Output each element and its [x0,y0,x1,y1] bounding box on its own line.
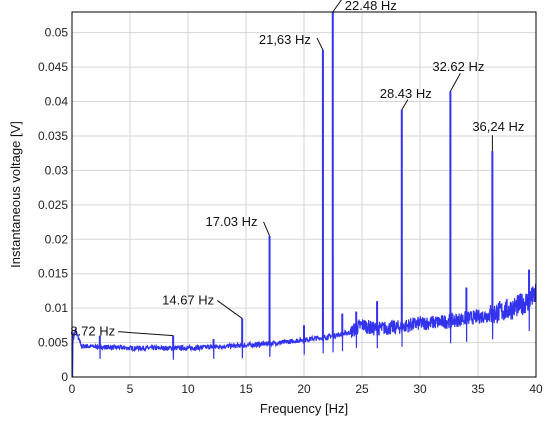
x-tick-label: 15 [239,382,253,396]
tick-layer: 0 5 10 15 20 25 30 35 40 0 0.005 0.01 0.015 0.02 0.025… [38,26,543,396]
peak-annotation: 22.48 Hz [345,0,397,13]
y-tick-label: 0.01 [45,301,69,315]
peak-annotation: 21,63 Hz [259,32,311,47]
annotation-leader [118,331,174,337]
y-tick-label: 0.025 [38,198,68,212]
y-axis-label: Instantaneous voltage [V] [8,121,23,268]
x-tick-label: 20 [297,382,311,396]
x-tick-label: 10 [181,382,195,396]
y-tick-label: 0.005 [38,336,68,350]
plot-frame [71,11,537,378]
x-tick-label: 0 [69,382,76,396]
y-tick-label: 0.04 [45,95,69,109]
peak-annotation: 32.62 Hz [432,59,484,74]
spectrum-line [71,11,537,378]
y-tick-label: 0.015 [38,267,68,281]
annotation-leader [449,72,461,92]
y-tick-label: 0.02 [45,232,69,246]
grid-layer [71,12,537,378]
annotation-leader [316,37,324,51]
x-axis-label: Frequency [Hz] [260,401,348,416]
data-layer [71,11,537,378]
y-tick-label: 0 [61,370,68,384]
annotation-leader [401,99,409,111]
x-tick-label: 30 [413,382,427,396]
y-tick-label: 0.03 [45,163,69,177]
x-tick-label: 35 [471,382,485,396]
peak-annotation: 28.43 Hz [380,86,432,101]
annotation-leader [216,300,243,319]
peak-annotation: 36,24 Hz [472,119,524,134]
y-tick-label: 0.045 [38,60,68,74]
peak-annotation: 17.03 Hz [206,214,258,229]
annotation-layer: 8.72 Hz 14.67 Hz 17.03 Hz 21,63 Hz 22.48 Hz 2… [70,0,524,339]
x-tick-label: 25 [355,382,369,396]
peak-annotation: 14.67 Hz [162,292,214,307]
y-tick-label: 0.05 [45,26,69,40]
peak-annotation: 8.72 Hz [70,324,115,339]
annotation-leader [263,221,271,237]
annotation-leader [332,0,342,13]
x-tick-label: 5 [127,382,134,396]
x-tick-label: 40 [529,382,543,396]
y-tick-label: 0.035 [38,129,68,143]
